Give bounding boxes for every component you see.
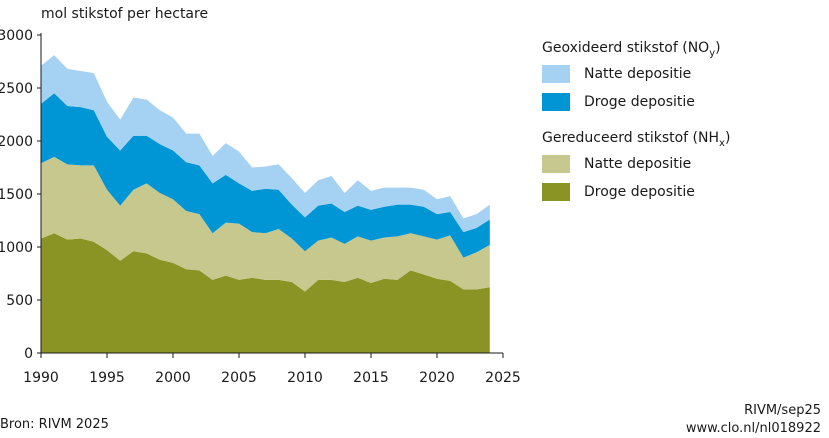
legend-swatch-nhx-natte [542, 155, 570, 173]
x-tick-label: 2005 [221, 370, 257, 386]
y-tick-label: 3000 [0, 28, 33, 44]
legend-swatch-noy-droge [542, 93, 570, 111]
area-layers [41, 55, 490, 353]
area-noy-natte-depositie [41, 55, 490, 233]
source-note: Bron: RIVM 2025 [0, 417, 109, 432]
legend-group-title-nhx: Gereduceerd stikstof (NHx) [542, 130, 731, 149]
x-tick-label: 2010 [287, 370, 323, 386]
y-tick-label: 2500 [0, 81, 33, 97]
area-noy-droge-depositie [41, 93, 490, 258]
x-tick-label: 2020 [419, 370, 455, 386]
legend-swatch-noy-natte [542, 65, 570, 83]
x-tick-label: 1995 [89, 370, 125, 386]
area-nhx-natte-depositie [41, 156, 490, 292]
legend-label: Natte depositie [584, 156, 692, 172]
credit-url: www.clo.nl/nl018922 [685, 421, 821, 436]
y-tick-label: 1000 [0, 240, 33, 256]
x-tick-label: 1990 [23, 370, 59, 386]
legend-group-title-noy: Geoxideerd stikstof (NOy) [542, 40, 721, 59]
stacked-area-chart: 0 500 1000 1500 2000 2500 3000 1990 1995 2000 2005… [0, 28, 521, 386]
credit-note: RIVM/sep25 www.clo.nl/nl018922 [686, 402, 821, 438]
y-tick-label: 500 [6, 293, 33, 309]
legend-label: Droge depositie [584, 94, 695, 110]
legend-label: Natte depositie [584, 66, 692, 82]
x-tick-label: 2015 [353, 370, 389, 386]
y-axis-unit-label: mol stikstof per hectare [41, 6, 209, 22]
x-tick-label: 2000 [155, 370, 191, 386]
axes: 0 500 1000 1500 2000 2500 3000 1990 1995 2000 2005… [0, 28, 521, 386]
legend: Geoxideerd stikstof (NOy) Natte depositi… [542, 36, 730, 206]
legend-item-nhx-droge: Droge depositie [542, 178, 730, 206]
y-tick-label: 2000 [0, 134, 33, 150]
y-tick-label: 1500 [0, 187, 33, 203]
area-nhx-droge-depositie [41, 233, 490, 353]
legend-item-noy-droge: Droge depositie [542, 88, 730, 116]
x-tick-label: 2025 [485, 370, 521, 386]
legend-swatch-nhx-droge [542, 183, 570, 201]
credit-line: RIVM/sep25 [744, 403, 821, 418]
legend-item-nhx-natte: Natte depositie [542, 150, 730, 178]
y-tick-label: 0 [24, 346, 33, 362]
legend-label: Droge depositie [584, 184, 695, 200]
legend-item-noy-natte: Natte depositie [542, 60, 730, 88]
